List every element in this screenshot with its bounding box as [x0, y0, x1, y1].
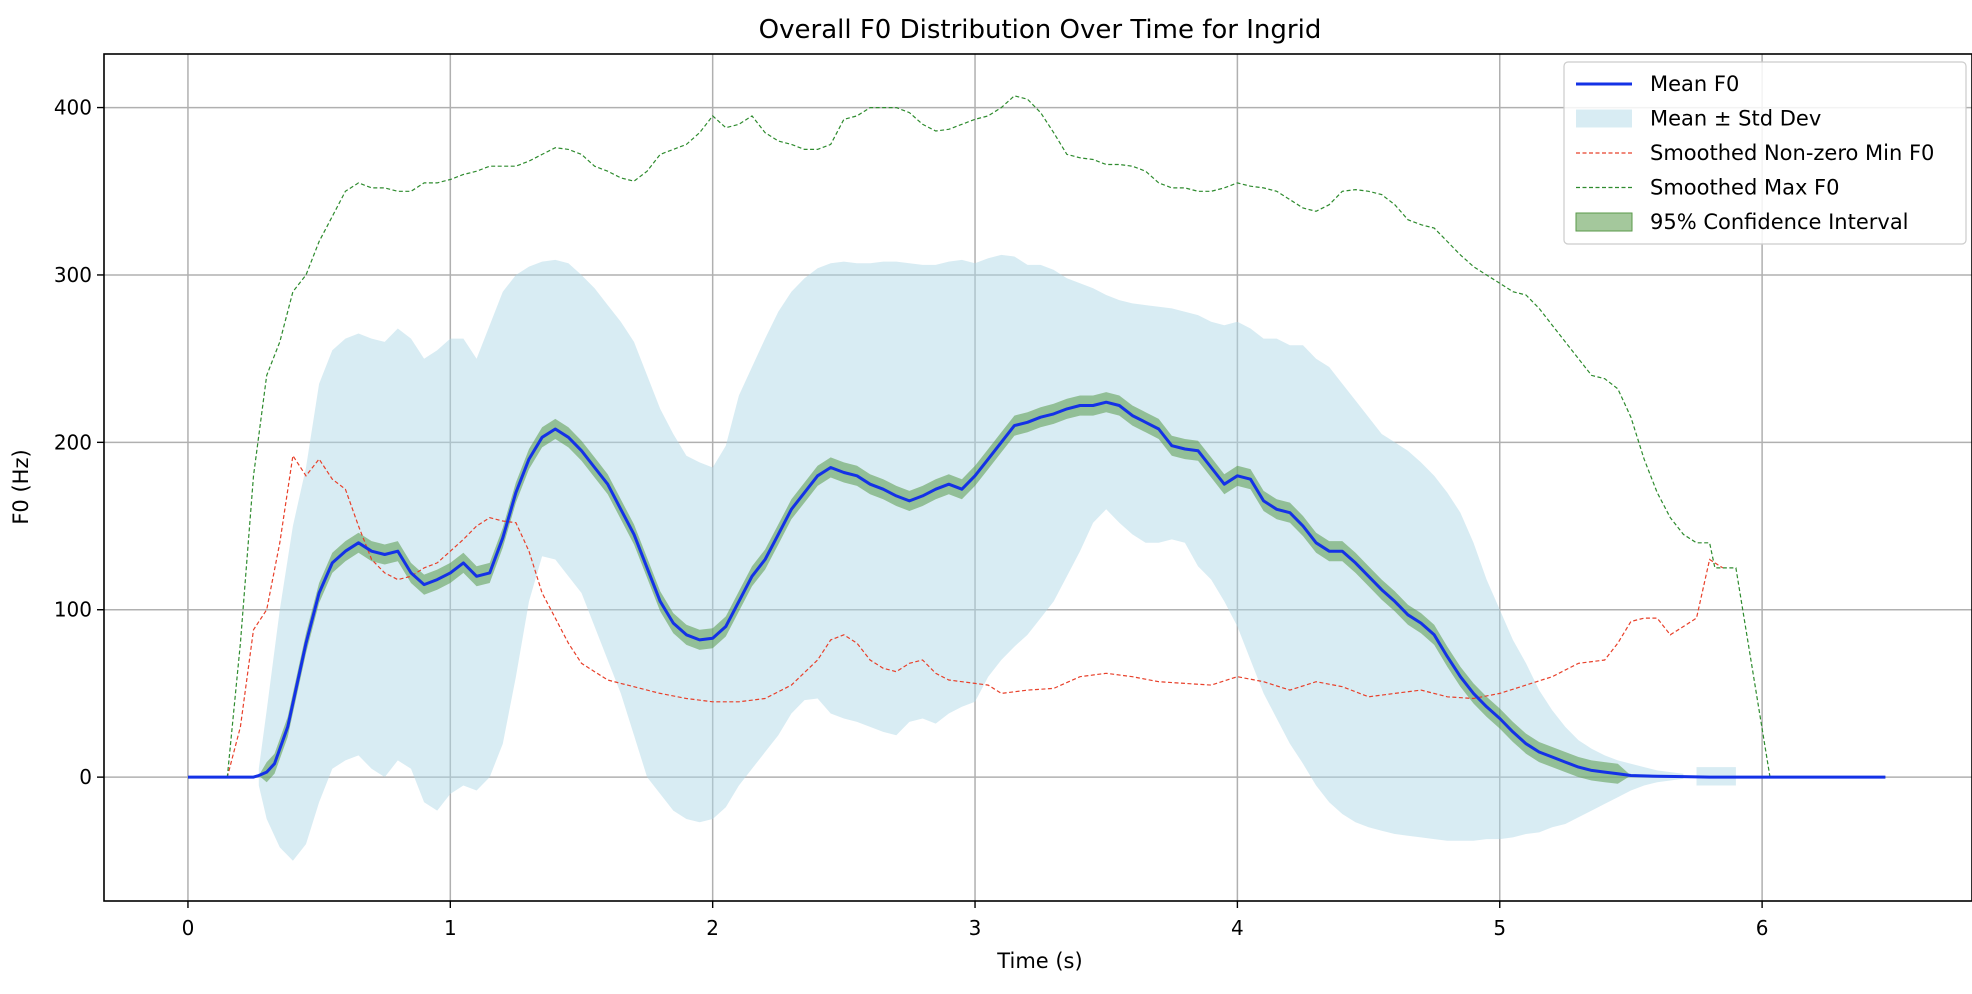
legend-handle-ci [1575, 212, 1633, 232]
legend-box [1563, 61, 1967, 245]
legend-label: Mean ± Std Dev [1650, 107, 1821, 131]
y-tick-label: 0 [79, 765, 92, 789]
legend-handle-std [1576, 109, 1632, 128]
std-dev-band [258, 254, 1684, 861]
mean-f0-line [188, 400, 1886, 779]
x-tick-label: 1 [444, 916, 457, 940]
y-axis-label: F0 (Hz) [9, 449, 33, 524]
legend: Mean F0 Mean ± Std Dev Smoothed Non-zero M… [1563, 61, 1967, 245]
x-tick-label: 5 [1493, 916, 1506, 940]
legend-label: 95% Confidence Interval [1650, 210, 1909, 234]
x-tick-label: 2 [706, 916, 719, 940]
min-f0-line [188, 454, 1724, 778]
std-band-layer [258, 254, 1736, 861]
legend-label: Smoothed Non-zero Min F0 [1650, 141, 1934, 165]
axis-ticks: 0 1 2 3 4 5 6 0 100 200 300 400 [54, 96, 1769, 940]
y-tick-label: 300 [54, 263, 92, 287]
x-tick-label: 4 [1231, 916, 1244, 940]
x-tick-label: 0 [182, 916, 195, 940]
y-tick-label: 400 [54, 96, 92, 120]
plot-frame [103, 53, 1972, 902]
x-tick-label: 6 [1756, 916, 1769, 940]
series-lines-layer [188, 95, 1886, 779]
y-tick-label: 100 [54, 598, 92, 622]
x-tick-label: 3 [969, 916, 982, 940]
y-tick-label: 200 [54, 430, 92, 454]
max-f0-line [188, 95, 1886, 778]
legend-label: Smoothed Max F0 [1650, 176, 1839, 200]
legend-label: Mean F0 [1650, 72, 1739, 96]
chart-title: Overall F0 Distribution Over Time for In… [759, 15, 1322, 45]
x-axis-label: Time (s) [996, 949, 1082, 973]
